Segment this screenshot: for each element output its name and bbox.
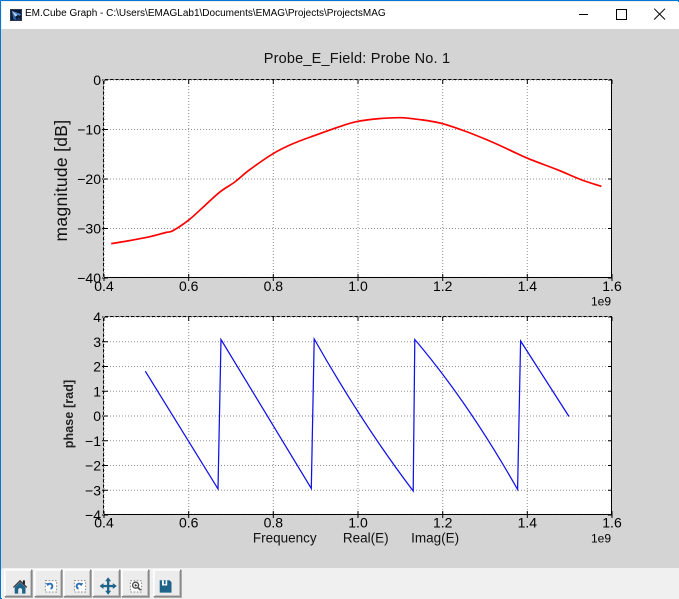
svg-text:−30: −30 — [77, 221, 101, 237]
svg-text:1e9: 1e9 — [591, 532, 611, 546]
svg-text:0.8: 0.8 — [264, 278, 284, 294]
svg-text:4: 4 — [93, 309, 101, 325]
svg-text:3: 3 — [93, 334, 101, 350]
svg-text:0.6: 0.6 — [179, 278, 199, 294]
svg-text:0.8: 0.8 — [264, 515, 284, 531]
svg-text:Probe_E_Field: Probe No. 1: Probe_E_Field: Probe No. 1 — [264, 51, 451, 67]
svg-text:0: 0 — [93, 408, 101, 424]
svg-text:−40: −40 — [77, 270, 101, 286]
svg-text:1e9: 1e9 — [591, 295, 611, 309]
svg-text:0: 0 — [93, 72, 101, 88]
svg-text:−1: −1 — [85, 433, 101, 449]
svg-text:0.4: 0.4 — [94, 515, 114, 531]
svg-text:1: 1 — [93, 383, 101, 399]
svg-text:−2: −2 — [85, 458, 101, 474]
svg-text:−4: −4 — [85, 507, 101, 523]
svg-text:−20: −20 — [77, 171, 101, 187]
svg-text:2: 2 — [93, 359, 101, 375]
svg-text:1.2: 1.2 — [433, 278, 453, 294]
svg-text:1.6: 1.6 — [602, 515, 622, 531]
svg-text:1.0: 1.0 — [348, 515, 368, 531]
svg-text:1.6: 1.6 — [602, 278, 622, 294]
svg-text:1.2: 1.2 — [433, 515, 453, 531]
svg-text:−10: −10 — [77, 122, 101, 138]
svg-text:1.0: 1.0 — [348, 278, 368, 294]
svg-text:0.4: 0.4 — [94, 278, 114, 294]
svg-text:magnitude [dB]: magnitude [dB] — [51, 120, 71, 242]
svg-text:phase [rad]: phase [rad] — [62, 380, 76, 448]
svg-text:−3: −3 — [85, 482, 101, 498]
svg-text:Frequency Real(E) I: Frequency Real(E) Imag(E) — [253, 531, 459, 546]
svg-text:1.4: 1.4 — [518, 278, 538, 294]
svg-text:1.4: 1.4 — [518, 515, 538, 531]
svg-text:0.6: 0.6 — [179, 515, 199, 531]
